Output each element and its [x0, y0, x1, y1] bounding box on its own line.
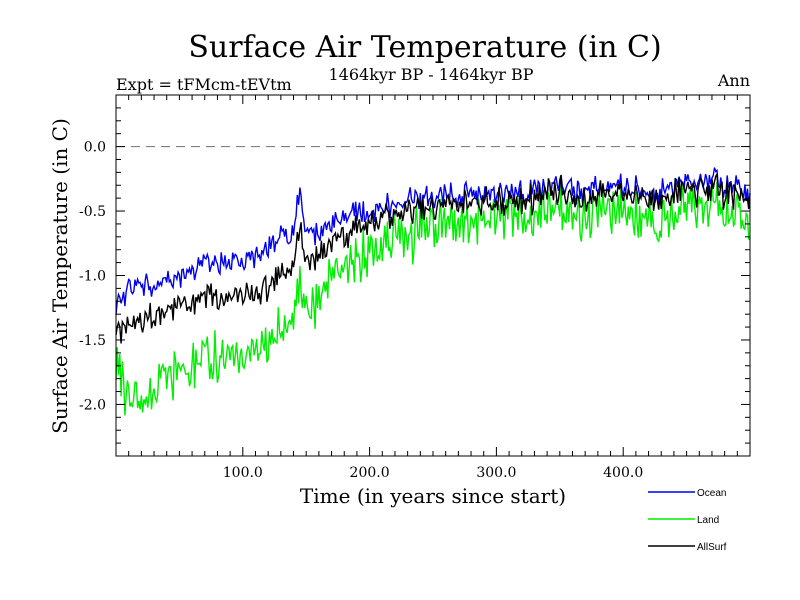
- x-tick-label: 300.0: [476, 465, 516, 481]
- y-axis-label: Surface Air Temperature (in C): [48, 118, 72, 434]
- experiment-label: Expt = tFMcm-tEVtm: [116, 75, 292, 94]
- period-label: 1464kyr BP - 1464kyr BP: [329, 65, 534, 84]
- y-tick-label: -0.5: [79, 204, 106, 220]
- legend-ocean-label: Ocean: [697, 488, 726, 499]
- series-line-land: [115, 178, 751, 416]
- y-tick-label: -1.0: [79, 269, 106, 285]
- chart-title: Surface Air Temperature (in C): [188, 30, 661, 65]
- legend: Ocean Land AllSurf: [648, 488, 727, 553]
- x-tick-label: 100.0: [223, 465, 263, 481]
- legend-allsurf-label: AllSurf: [697, 542, 727, 553]
- legend-land-label: Land: [697, 515, 719, 526]
- series-line-allsurf: [115, 172, 751, 344]
- x-axis-label: Time (in years since start): [300, 484, 566, 508]
- y-tick-label: -2.0: [79, 397, 106, 413]
- x-tick-label: 200.0: [350, 465, 390, 481]
- plot-frame: [115, 94, 751, 457]
- axes: 100.0 200.0 300.0 400.0 0.0 -0.5 -1.0 -1.5 -2.0: [79, 95, 750, 481]
- y-tick-label: 0.0: [84, 140, 106, 156]
- y-tick-label: -1.5: [79, 333, 106, 349]
- season-label: Ann: [717, 71, 750, 90]
- x-tick-label: 400.0: [603, 465, 643, 481]
- series-line-ocean: [115, 167, 751, 316]
- plot-area: [115, 145, 751, 416]
